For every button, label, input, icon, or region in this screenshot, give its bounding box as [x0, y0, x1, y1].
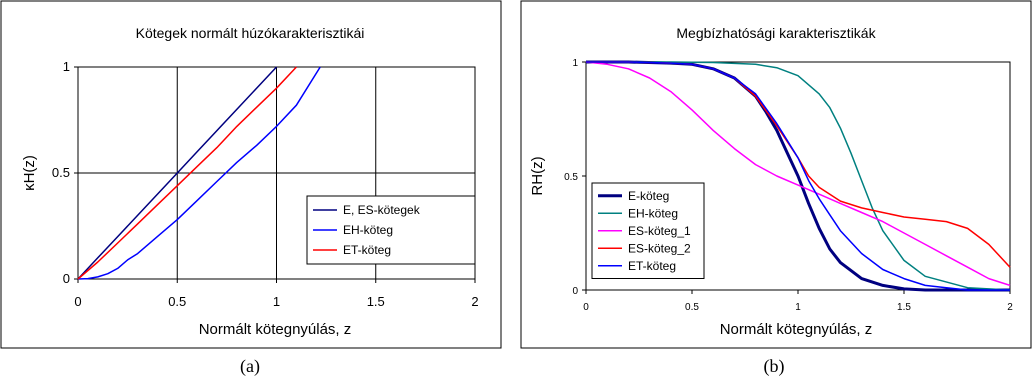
chart-a-x-tick-label: 0.5	[168, 294, 186, 309]
chart-a-series-line-1	[77, 66, 321, 280]
chart-b-legend-label: E-köteg	[628, 189, 669, 203]
chart-b-legend-label: ES-köteg_1	[628, 224, 691, 238]
chart-a-legend-label: E, ES-kötegek	[343, 203, 421, 217]
chart-b-x-tick-label: 0	[583, 302, 589, 313]
chart-a-x-axis-label: Normált kötegnyúlás, z	[199, 321, 352, 338]
chart-b-y-tick-label: 0.5	[564, 172, 578, 183]
caption-a: (a)	[240, 356, 260, 376]
chart-b-y-tick-label: 0	[572, 286, 578, 297]
chart-b-legend-label: ES-köteg_2	[628, 241, 691, 255]
chart-a-title: Kötegek normált húzókarakterisztikái	[136, 25, 365, 41]
chart-a-series-line-2	[77, 66, 297, 280]
chart-b-svg: Megbízhatósági karakterisztikák 0 0.5 1 1.5 2…	[520, 0, 1032, 349]
chart-b-series-line-2	[585, 61, 1011, 287]
chart-b-title: Megbízhatósági karakterisztikák	[676, 25, 876, 41]
chart-a-x-tick-label: 1.5	[367, 294, 385, 309]
chart-a-legend-label: ET-köteg	[343, 243, 391, 257]
chart-a-x-tick-label: 0	[74, 294, 81, 309]
chart-a-x-tick-label: 1	[273, 294, 280, 309]
chart-b-x-tick-label: 2	[1007, 302, 1013, 313]
chart-panel-b: Megbízhatósági karakterisztikák 0 0.5 1 1.5 2…	[520, 0, 1032, 350]
chart-b-x-tick-label: 1	[795, 302, 801, 313]
chart-b-legend-label: EH-köteg	[628, 206, 678, 220]
chart-b-x-tick-label: 0.5	[685, 302, 699, 313]
chart-a-legend-label: EH-köteg	[343, 223, 393, 237]
chart-b-legend-label: ET-köteg	[628, 259, 676, 273]
chart-a-y-tick-label: 0.5	[52, 165, 70, 180]
chart-b-y-tick-label: 1	[572, 58, 578, 69]
chart-b-x-axis-label: Normált kötegnyúlás, z	[720, 321, 873, 338]
chart-b-x-tick-label: 1.5	[897, 302, 911, 313]
chart-b-series-line-4	[586, 61, 1010, 291]
chart-b-y-axis-label: RH(z)	[529, 156, 546, 195]
chart-panel-a: Kötegek normált húzókarakterisztikái 0 0.5…	[0, 0, 502, 350]
chart-a-series-line-0	[77, 66, 278, 280]
chart-a-y-tick-label: 0	[63, 271, 70, 286]
chart-a-x-tick-label: 2	[471, 294, 478, 309]
chart-a-y-tick-label: 1	[63, 59, 70, 74]
chart-a-svg: Kötegek normált húzókarakterisztikái 0 0.5…	[0, 0, 502, 349]
caption-b: (b)	[763, 356, 785, 376]
chart-a-y-axis-label: κH(z)	[21, 155, 38, 191]
chart-b-series-line-1	[586, 61, 1011, 291]
